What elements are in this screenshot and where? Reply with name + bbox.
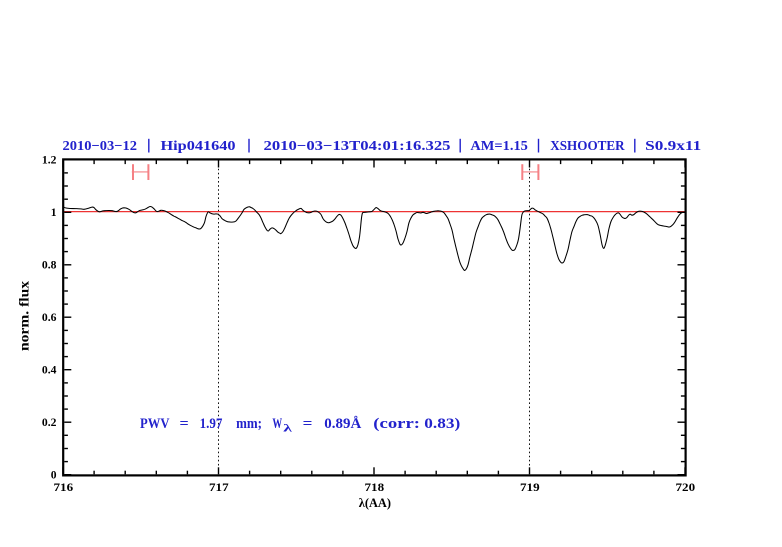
svg-text:0.2: 0.2 [42, 416, 57, 429]
svg-text:λ(AA): λ(AA) [359, 495, 391, 510]
svg-text:1.97: 1.97 [200, 416, 223, 432]
svg-text:mm;: mm; [236, 416, 262, 432]
svg-text:718: 718 [365, 481, 385, 494]
svg-text:1.2: 1.2 [42, 153, 57, 166]
svg-text:716: 716 [54, 481, 74, 494]
svg-text:PWV: PWV [140, 416, 170, 432]
svg-text:717: 717 [209, 481, 229, 494]
svg-text:XSHOOTER: XSHOOTER [550, 139, 625, 154]
svg-text:AM=1.15: AM=1.15 [470, 139, 528, 154]
svg-text:1: 1 [51, 206, 57, 219]
svg-text:(corr:: (corr: [373, 416, 420, 432]
svg-text:Hip041640: Hip041640 [161, 139, 236, 154]
svg-text:norm. flux: norm. flux [18, 281, 33, 351]
svg-text:=: = [303, 416, 313, 432]
svg-text:0: 0 [51, 468, 57, 481]
svg-text:2010−03−12: 2010−03−12 [63, 139, 138, 154]
svg-text:S0.9x11: S0.9x11 [645, 139, 701, 154]
svg-text:0.89Å: 0.89Å [324, 416, 362, 432]
svg-text:0.8: 0.8 [42, 258, 57, 271]
svg-text:2010−03−13T04:01:16.325: 2010−03−13T04:01:16.325 [264, 139, 451, 154]
svg-text:0.6: 0.6 [42, 311, 57, 324]
svg-text:λ: λ [283, 424, 293, 435]
svg-text:0.4: 0.4 [42, 363, 57, 376]
svg-text:719: 719 [520, 481, 540, 494]
svg-text:720: 720 [676, 481, 696, 494]
svg-text:W: W [272, 416, 282, 432]
svg-text:0.83): 0.83) [424, 416, 460, 432]
svg-text:=: = [180, 416, 189, 432]
